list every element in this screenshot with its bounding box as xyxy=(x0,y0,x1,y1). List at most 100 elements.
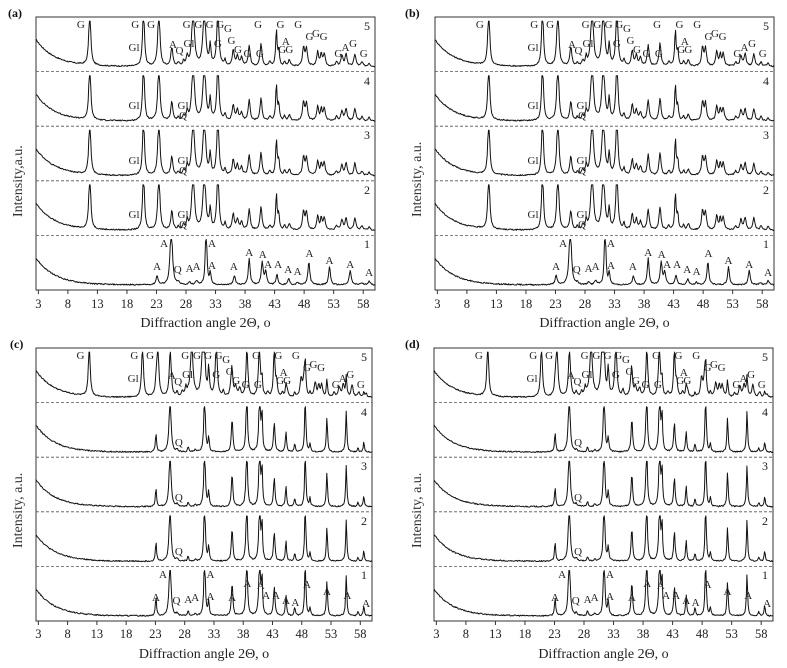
phase-label-g: G xyxy=(253,378,262,391)
phase-label-gl: Gl xyxy=(177,100,189,113)
phase-label-a: A xyxy=(191,592,200,605)
phase-label-a: A xyxy=(338,373,347,386)
x-tick-label: 13 xyxy=(489,627,502,641)
xrd-curve-5 xyxy=(435,20,775,68)
phase-label-a: A xyxy=(185,262,194,275)
phase-label-a: A xyxy=(644,246,653,259)
x-tick-label: 53 xyxy=(726,297,739,311)
phase-label-g: G xyxy=(223,23,232,36)
phase-label-a: A xyxy=(643,577,652,590)
phase-label-g: G xyxy=(475,19,484,31)
xrd-curve-4 xyxy=(434,75,774,122)
x-tick-label: 43 xyxy=(667,297,680,311)
phase-label-gl: Gl xyxy=(527,100,539,113)
phase-label-g: G xyxy=(212,369,221,382)
phase-label-a: A xyxy=(279,367,288,380)
phase-label-a: A xyxy=(558,569,567,582)
x-tick-label: 18 xyxy=(518,627,532,641)
phase-label-g: G xyxy=(677,43,686,56)
x-tick-label: 48 xyxy=(695,627,709,641)
phase-label-g: G xyxy=(642,47,651,60)
phase-label-g: G xyxy=(625,366,634,379)
phase-label-q: Q xyxy=(578,164,587,177)
phase-label-a: A xyxy=(662,589,671,602)
curve-number-3: 3 xyxy=(361,459,367,474)
phase-label-q: Q xyxy=(174,491,183,504)
phase-label-g: G xyxy=(709,359,718,372)
xrd-curve-4 xyxy=(35,406,373,453)
phase-label-a: A xyxy=(281,594,290,607)
phase-label-a: A xyxy=(682,594,691,607)
phase-label-a: A xyxy=(607,238,615,251)
phase-label-g: G xyxy=(243,47,252,60)
phase-label-gl: Gl xyxy=(177,154,189,167)
phase-label-a: A xyxy=(591,261,600,274)
phase-label-a: A xyxy=(262,589,271,602)
phase-label-g: G xyxy=(718,30,727,43)
phase-label-g: G xyxy=(604,19,613,31)
x-tick-label: 48 xyxy=(295,627,309,641)
phase-label-g: G xyxy=(252,350,261,362)
phase-label-a: A xyxy=(552,260,561,273)
phase-label-g: G xyxy=(757,378,766,391)
phase-label-g: G xyxy=(309,359,318,372)
phase-label-a: A xyxy=(192,261,201,274)
xrd-curve-2 xyxy=(433,515,774,563)
x-tick-label: 8 xyxy=(64,297,72,311)
phase-label-g: G xyxy=(615,19,624,31)
x-tick-label: 3 xyxy=(433,627,440,641)
curve-number-5: 5 xyxy=(762,350,768,364)
curve-number-2: 2 xyxy=(763,182,769,197)
panel-label: (a) xyxy=(8,6,22,20)
x-axis-label: Diffraction angle 2Θ, ο xyxy=(140,316,271,331)
phase-label-g: G xyxy=(214,350,223,362)
phase-label-g: G xyxy=(611,369,620,382)
phase-label-a: A xyxy=(704,248,713,261)
curve-number-2: 2 xyxy=(762,513,768,528)
x-axis-label: Diffraction angle 2Θ, ο xyxy=(538,647,669,662)
phase-label-g: G xyxy=(241,378,250,391)
phase-label-g: G xyxy=(603,350,612,362)
phase-label-g: G xyxy=(654,47,663,60)
x-tick-label: 23 xyxy=(549,297,562,311)
panel-label: (c) xyxy=(10,337,24,351)
x-tick-label: 13 xyxy=(91,297,104,311)
phase-label-g: G xyxy=(747,369,756,382)
phase-label-g: G xyxy=(683,374,692,387)
xrd-curve-3 xyxy=(35,460,373,508)
phase-label-a: A xyxy=(679,367,688,380)
phase-label-g: G xyxy=(593,19,602,31)
phase-label-g: G xyxy=(216,19,225,31)
curve-number-3: 3 xyxy=(364,128,370,143)
phase-label-a: A xyxy=(691,596,700,609)
phase-label-q: Q xyxy=(172,594,181,607)
curve-number-1: 1 xyxy=(763,237,769,252)
phase-label-a: A xyxy=(606,569,614,582)
phase-label-g: G xyxy=(546,19,555,31)
x-tick-label: 8 xyxy=(64,627,71,641)
curve-number-5: 5 xyxy=(763,19,769,33)
xrd-curve-1 xyxy=(433,570,774,617)
phase-label-g: G xyxy=(274,350,283,362)
phase-label-g: G xyxy=(631,374,640,387)
phase-label-a: A xyxy=(256,580,265,593)
phase-label-g: G xyxy=(222,354,231,367)
phase-label-g: G xyxy=(704,30,713,43)
phase-label-g: G xyxy=(529,350,538,362)
phase-label-q: Q xyxy=(572,263,581,276)
x-tick-label: 38 xyxy=(236,627,250,641)
phase-label-g: G xyxy=(621,354,630,367)
phase-label-a: A xyxy=(291,596,300,609)
phase-label-g: G xyxy=(641,378,650,391)
phase-label-g: G xyxy=(592,350,601,362)
x-tick-label: 38 xyxy=(636,627,650,641)
phase-label-a: A xyxy=(663,258,672,271)
x-tick-label: 23 xyxy=(548,627,561,641)
phase-label-q: Q xyxy=(174,546,183,559)
xrd-curve-2 xyxy=(434,184,775,232)
phase-label-a: A xyxy=(159,569,167,582)
phase-label-g: G xyxy=(622,23,631,36)
curve-number-4: 4 xyxy=(364,73,370,88)
phase-label-g: G xyxy=(359,47,368,60)
